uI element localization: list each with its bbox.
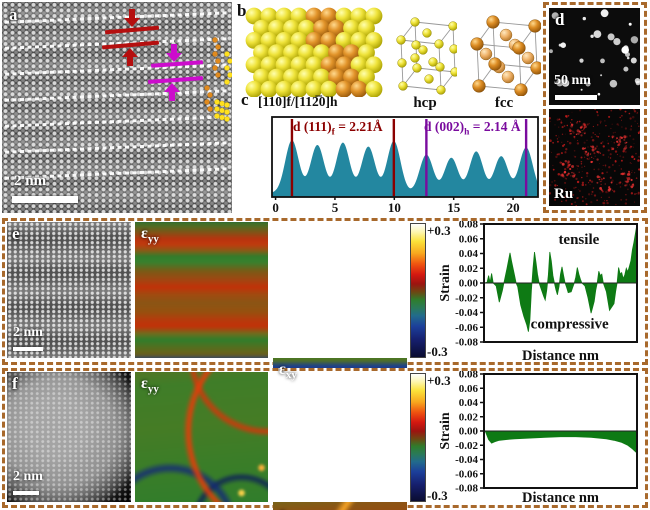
atom-column-overlay [204, 37, 232, 122]
magenta-up-arrow-icon [164, 83, 180, 101]
panel-c-label: c [241, 90, 249, 109]
strain-profile-chart-lamellar: 0.08 0.06 0.04 0.02 0.00 -0.02 -0.04 -0.06 -0.08… [438, 221, 638, 363]
svg-text:0.08: 0.08 [459, 221, 479, 231]
svg-text:Strain: Strain [438, 264, 453, 302]
panel-f-strip: f 2 nm εyy εxy +0.3 -0.3 0.080.060.040.0… [2, 368, 648, 510]
ru-eds-speckles [547, 108, 641, 207]
fcc-label: fcc [494, 95, 514, 111]
fcc-unit-cell-model [470, 15, 541, 96]
panel-d-darkfield-image: d 50 nm [549, 8, 641, 105]
svg-text:-0.02: -0.02 [455, 292, 478, 304]
svg-text:0: 0 [272, 200, 279, 213]
strain-map-exy-particle: εxy [273, 502, 407, 510]
panel-e-hrtem-image: e 2 nm [7, 222, 131, 358]
panel-d-eds-map: Ru [547, 108, 641, 207]
panel-e-strip: e 2 nm εyy εxy +0.3 -0.3 0.08 0.06 0.04 0.0… [2, 218, 648, 494]
panel-d-scale-text: 50 nm [554, 73, 591, 88]
svg-text:0.04: 0.04 [459, 397, 479, 409]
panel-d-frame: d 50 nm Ru [543, 2, 647, 213]
hcp-unit-cell-model [396, 17, 457, 95]
svg-text:compressive: compressive [531, 317, 609, 333]
panel-d-scale-bar [555, 95, 597, 100]
svg-text:-0.08: -0.08 [455, 337, 478, 349]
strain-map-eyy-lamellar: εyy [135, 222, 268, 358]
d111-spacing-annotation: d (111)f = 2.21Å [293, 119, 383, 138]
interface-sphere-model [245, 7, 383, 97]
panel-e-scale-bar [13, 347, 43, 351]
ru-element-label: Ru [554, 186, 574, 202]
hcp-label: hcp [413, 95, 437, 111]
svg-text:Distance nm: Distance nm [522, 348, 599, 363]
svg-text:-0.08: -0.08 [455, 483, 478, 495]
strain-map-eyy-particle: εyy [135, 372, 268, 502]
colorbar-min-label: -0.3 [427, 344, 448, 359]
svg-text:-0.04: -0.04 [455, 307, 478, 319]
svg-text:0.08: 0.08 [459, 371, 479, 381]
svg-text:10: 10 [388, 200, 401, 213]
svg-text:0.04: 0.04 [459, 248, 479, 260]
panel-b-label: b [237, 1, 247, 20]
svg-text:-0.02: -0.02 [455, 440, 478, 452]
panel-f-scale-text: 2 nm [13, 469, 43, 484]
panel-f-hrtem-image: f 2 nm [7, 372, 131, 502]
svg-text:-0.04: -0.04 [455, 454, 478, 466]
strain-profile-chart-particle: 0.08 0.06 0.04 0.02 0.00 -0.02 -0.04 -0.06 -0.08… [438, 371, 638, 505]
orientation-label: [110]f/[112̅0]h [258, 94, 338, 109]
svg-text:-0.06: -0.06 [455, 322, 478, 334]
red-up-arrow-icon [122, 48, 138, 66]
svg-text:0.02: 0.02 [459, 263, 479, 275]
panel-a-scale-bar [12, 196, 78, 203]
strain-colorbar [410, 223, 426, 358]
red-down-arrow-icon [124, 9, 140, 27]
panel-d-label: d [555, 10, 565, 29]
svg-text:0.06: 0.06 [459, 383, 479, 395]
panel-e-label: e [12, 224, 20, 243]
panel-e-scale-text: 2 nm [13, 325, 43, 340]
panel-f-scale-bar [13, 491, 39, 495]
svg-text:0.00: 0.00 [459, 426, 479, 438]
panel-f-label: f [12, 374, 18, 393]
svg-text:Distance nm: Distance nm [522, 490, 599, 505]
svg-text:15: 15 [447, 200, 461, 213]
nanoparticle-dots [549, 9, 641, 96]
svg-text:0.06: 0.06 [459, 233, 479, 245]
svg-text:0.02: 0.02 [459, 411, 479, 423]
strain-colorbar [410, 373, 426, 502]
panel-a-label: a [9, 5, 18, 24]
colorbar-max-label: +0.3 [427, 223, 451, 238]
panel-a-hrtem-image: a 2 nm [2, 2, 232, 213]
svg-text:5: 5 [332, 200, 339, 213]
svg-text:0.00: 0.00 [459, 278, 479, 290]
colorbar-min-label: -0.3 [427, 488, 448, 503]
svg-text:Strain: Strain [438, 412, 453, 450]
svg-text:tensile: tensile [558, 232, 599, 248]
d002-spacing-annotation: d (002)h = 2.14 Å [424, 119, 521, 138]
magenta-down-arrow-icon [166, 44, 182, 62]
svg-text:20: 20 [507, 200, 520, 213]
svg-text:-0.06: -0.06 [455, 468, 478, 480]
panel-a-scale-text: 2 nm [14, 173, 47, 189]
colorbar-max-label: +0.3 [427, 373, 451, 388]
lattice-plane-dashed-line [5, 11, 229, 24]
intensity-profile-chart: 0 5 10 15 20 [271, 116, 539, 213]
